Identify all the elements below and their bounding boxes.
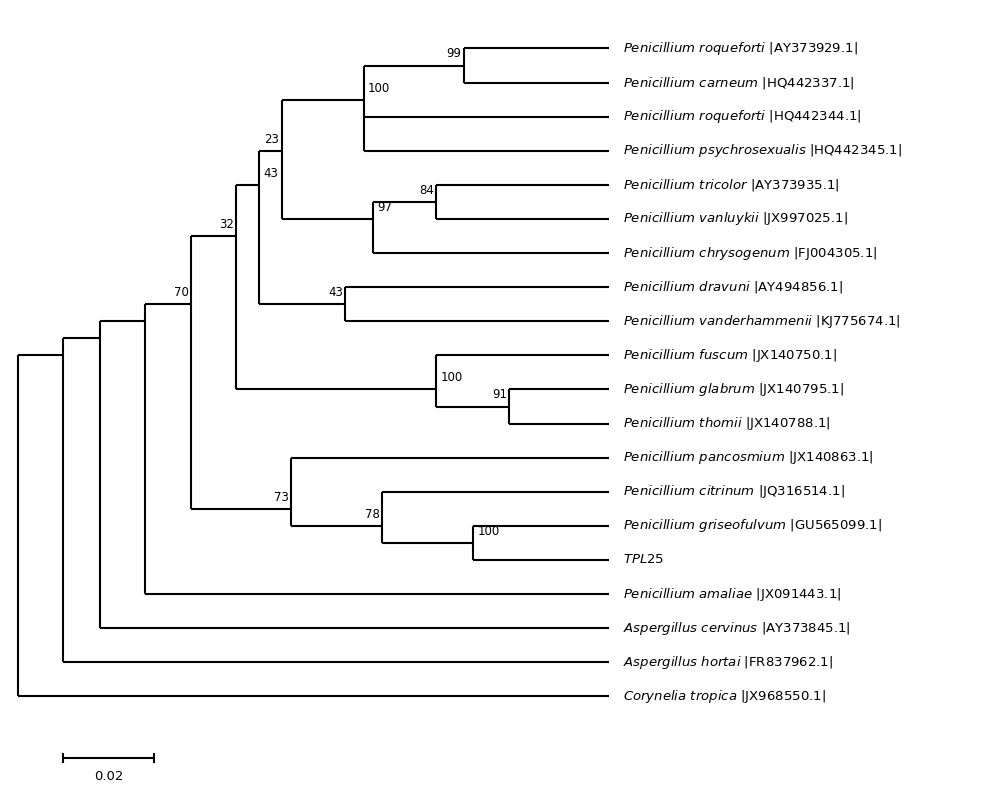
Text: 43: 43 bbox=[328, 286, 343, 299]
Text: $\it{Penicillium\ pancosmium}$ |JX140863.1|: $\it{Penicillium\ pancosmium}$ |JX140863… bbox=[623, 449, 873, 466]
Text: $\it{TPL25}$: $\it{TPL25}$ bbox=[623, 553, 664, 567]
Text: 43: 43 bbox=[263, 167, 278, 180]
Text: $\it{Penicillium\ citrinum}$ |JQ316514.1|: $\it{Penicillium\ citrinum}$ |JQ316514.1… bbox=[623, 483, 845, 500]
Text: $\it{Penicillium\ thomii}$ |JX140788.1|: $\it{Penicillium\ thomii}$ |JX140788.1| bbox=[623, 415, 830, 432]
Text: $\it{Penicillium\ roqueforti}$ |AY373929.1|: $\it{Penicillium\ roqueforti}$ |AY373929… bbox=[623, 40, 858, 57]
Text: $\it{Corynelia\ tropica}$ |JX968550.1|: $\it{Corynelia\ tropica}$ |JX968550.1| bbox=[623, 688, 826, 705]
Text: $\it{Penicillium\ vanluykii}$ |JX997025.1|: $\it{Penicillium\ vanluykii}$ |JX997025.… bbox=[623, 210, 848, 228]
Text: $\it{Penicillium\ vanderhammenii}$ |KJ775674.1|: $\it{Penicillium\ vanderhammenii}$ |KJ77… bbox=[623, 313, 900, 330]
Text: $\it{Penicillium\ psychrosexualis}$ |HQ442345.1|: $\it{Penicillium\ psychrosexualis}$ |HQ4… bbox=[623, 142, 902, 159]
Text: $\it{Aspergillus\ hortai}$ |FR837962.1|: $\it{Aspergillus\ hortai}$ |FR837962.1| bbox=[623, 654, 833, 671]
Text: 0.02: 0.02 bbox=[94, 770, 123, 782]
Text: 97: 97 bbox=[377, 201, 392, 214]
Text: 78: 78 bbox=[365, 508, 379, 521]
Text: 100: 100 bbox=[477, 525, 500, 538]
Text: $\it{Penicillium\ carneum}$ |HQ442337.1|: $\it{Penicillium\ carneum}$ |HQ442337.1| bbox=[623, 75, 854, 91]
Text: $\it{Aspergillus\ cervinus}$ |AY373845.1|: $\it{Aspergillus\ cervinus}$ |AY373845.1… bbox=[623, 619, 850, 637]
Text: 84: 84 bbox=[419, 184, 434, 197]
Text: 91: 91 bbox=[492, 388, 507, 401]
Text: $\it{Penicillium\ amaliae}$ |JX091443.1|: $\it{Penicillium\ amaliae}$ |JX091443.1| bbox=[623, 586, 841, 603]
Text: 23: 23 bbox=[265, 133, 279, 146]
Text: $\it{Penicillium\ tricolor}$ |AY373935.1|: $\it{Penicillium\ tricolor}$ |AY373935.1… bbox=[623, 177, 839, 193]
Text: $\it{Penicillium\ griseofulvum}$ |GU565099.1|: $\it{Penicillium\ griseofulvum}$ |GU5650… bbox=[623, 517, 882, 534]
Text: 100: 100 bbox=[441, 372, 463, 384]
Text: $\it{Penicillium\ fuscum}$ |JX140750.1|: $\it{Penicillium\ fuscum}$ |JX140750.1| bbox=[623, 347, 837, 364]
Text: 73: 73 bbox=[274, 490, 288, 504]
Text: 99: 99 bbox=[446, 48, 461, 60]
Text: $\it{Penicillium\ roqueforti}$ |HQ442344.1|: $\it{Penicillium\ roqueforti}$ |HQ442344… bbox=[623, 108, 861, 125]
Text: $\it{Penicillium\ glabrum}$ |JX140795.1|: $\it{Penicillium\ glabrum}$ |JX140795.1| bbox=[623, 381, 844, 398]
Text: $\it{Penicillium\ chrysogenum}$ |FJ004305.1|: $\it{Penicillium\ chrysogenum}$ |FJ00430… bbox=[623, 244, 877, 262]
Text: 32: 32 bbox=[219, 218, 234, 231]
Text: $\it{Penicillium\ dravuni}$ |AY494856.1|: $\it{Penicillium\ dravuni}$ |AY494856.1| bbox=[623, 279, 843, 295]
Text: 70: 70 bbox=[174, 286, 188, 299]
Text: 100: 100 bbox=[368, 81, 390, 95]
